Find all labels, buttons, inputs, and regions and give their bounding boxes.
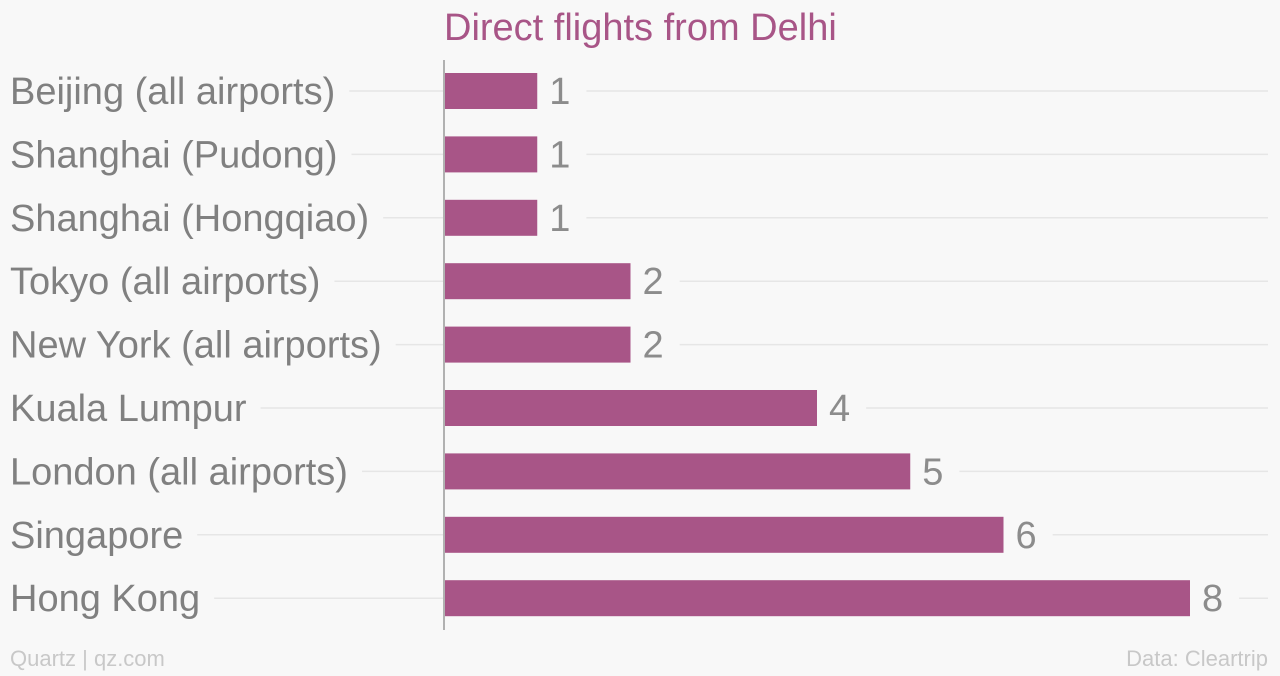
source-text: Data: Cleartrip — [1126, 646, 1268, 671]
category-label: Tokyo (all airports) — [10, 261, 320, 303]
value-label: 2 — [643, 261, 664, 303]
bar — [445, 390, 817, 426]
bar — [445, 580, 1190, 617]
category-label: Shanghai (Pudong) — [10, 134, 337, 176]
category-label: Shanghai (Hongqiao) — [10, 198, 369, 240]
category-label: Kuala Lumpur — [10, 388, 247, 430]
value-label: 4 — [829, 388, 850, 430]
bar — [445, 453, 911, 490]
chart-title: Direct flights from Delhi — [444, 7, 837, 49]
value-label: 6 — [1016, 515, 1037, 557]
value-label: 5 — [922, 451, 943, 493]
category-label: Singapore — [10, 515, 183, 557]
value-label: 8 — [1202, 578, 1223, 620]
category-labels: Beijing (all airports) Shanghai (Pudong) S… — [10, 71, 382, 620]
category-label: New York (all airports) — [10, 325, 382, 367]
credit-text: Quartz | qz.com — [10, 646, 165, 671]
bar — [445, 199, 538, 236]
category-label: London (all airports) — [10, 451, 348, 493]
value-label: 2 — [643, 325, 664, 367]
bar — [445, 73, 538, 109]
value-label: 1 — [549, 134, 570, 176]
bar — [445, 516, 1004, 553]
bars — [445, 73, 1190, 617]
category-label: Hong Kong — [10, 578, 200, 620]
bar — [445, 326, 631, 363]
gridlines — [197, 90, 1268, 599]
value-label: 1 — [549, 71, 570, 113]
bar — [445, 263, 631, 300]
bar — [445, 136, 538, 173]
value-label: 1 — [549, 198, 570, 240]
category-label: Beijing (all airports) — [10, 71, 335, 113]
value-labels: 1 1 1 2 2 4 5 6 8 — [549, 71, 1223, 620]
